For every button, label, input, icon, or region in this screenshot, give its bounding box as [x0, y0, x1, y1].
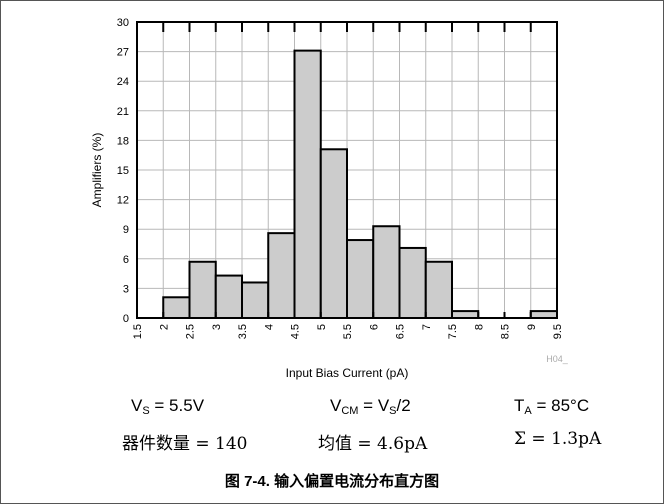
y-tick-label: 15	[117, 165, 129, 177]
histogram-bar	[188, 260, 217, 320]
x-axis-title: Input Bias Current (pA)	[286, 366, 409, 380]
figure-caption: 图 7-4. 输入偏置电流分布直方图	[224, 473, 440, 490]
y-tick-label: 21	[117, 106, 129, 118]
plot-area-border	[136, 21, 558, 319]
y-tick-label: 0	[123, 313, 129, 325]
y-axis-title: Amplifiers (%)	[90, 133, 104, 208]
x-tick-label: 3	[211, 324, 223, 330]
histogram-bar	[346, 239, 375, 319]
histogram-bar	[424, 260, 453, 320]
x-tick-label: 9	[526, 324, 538, 330]
y-tick-label: 18	[117, 135, 129, 147]
x-tick-label: 2	[158, 324, 170, 330]
x-tick-label: 8.5	[500, 324, 512, 339]
x-tick-label: 6	[368, 324, 380, 330]
histogram-bar	[451, 310, 480, 319]
x-tick-label: 4	[263, 324, 275, 330]
x-tick-label: 7	[421, 324, 433, 330]
x-tick-label: 8	[473, 324, 485, 330]
mean-value: 均值 = 4.6pA	[318, 434, 428, 454]
histogram-bar	[529, 310, 558, 319]
ambient-temperature: TA = 85°C	[514, 396, 590, 417]
histogram-bar	[267, 232, 296, 319]
x-tick-labels: 1.5 2 2.5 3 3.5 4 4.5 5 5.5 6 6.5 7 7.5 8 8.5 9 9.5	[132, 324, 564, 339]
histogram-chart: 0 3 6 9 12 15 18 21 24 27 30 1.5 2 2.5 3 3.5 4 4.5 5 5.5 6 6…	[90, 17, 569, 380]
sigma-value: Σ = 1.3pA	[514, 429, 602, 449]
histogram-bar	[293, 49, 322, 319]
histogram-bar	[214, 274, 243, 319]
x-tick-label: 6.5	[395, 324, 407, 339]
x-tick-label: 5.5	[342, 324, 354, 339]
conditions-row: VS = 5.5V VCM = VS/2 TA = 85°C	[0, 396, 664, 426]
y-tick-label: 9	[123, 224, 129, 236]
x-tick-label: 3.5	[237, 324, 249, 339]
y-tick-label: 12	[117, 195, 129, 207]
grid-lines	[137, 22, 557, 318]
histogram-bar	[241, 281, 270, 320]
x-tick-label: 2.5	[185, 324, 197, 339]
x-tick-label: 9.5	[552, 324, 564, 339]
figure-code: H04_	[546, 354, 569, 364]
y-tick-label: 6	[123, 254, 129, 266]
y-tick-label: 27	[117, 47, 129, 59]
x-tick-label: 4.5	[290, 324, 302, 339]
y-tick-label: 30	[117, 17, 129, 29]
supply-voltage: VS = 5.5V	[131, 396, 205, 417]
histogram-bar	[162, 296, 191, 319]
x-tick-label: 1.5	[132, 324, 144, 339]
histogram-bar	[398, 246, 427, 320]
y-tick-label: 3	[123, 283, 129, 295]
device-count: 器件数量 = 140	[122, 434, 248, 454]
stats-row: 器件数量 = 140 均值 = 4.6pA Σ = 1.3pA	[0, 429, 664, 459]
histogram-bar	[372, 225, 401, 320]
y-tick-label: 24	[117, 76, 129, 88]
bars	[162, 49, 558, 320]
x-tick-label: 5	[316, 324, 328, 330]
y-tick-labels: 0 3 6 9 12 15 18 21 24 27 30	[117, 17, 129, 325]
histogram-bar	[319, 148, 348, 319]
common-mode-voltage: VCM = VS/2	[330, 396, 411, 417]
x-tick-label: 7.5	[447, 324, 459, 339]
